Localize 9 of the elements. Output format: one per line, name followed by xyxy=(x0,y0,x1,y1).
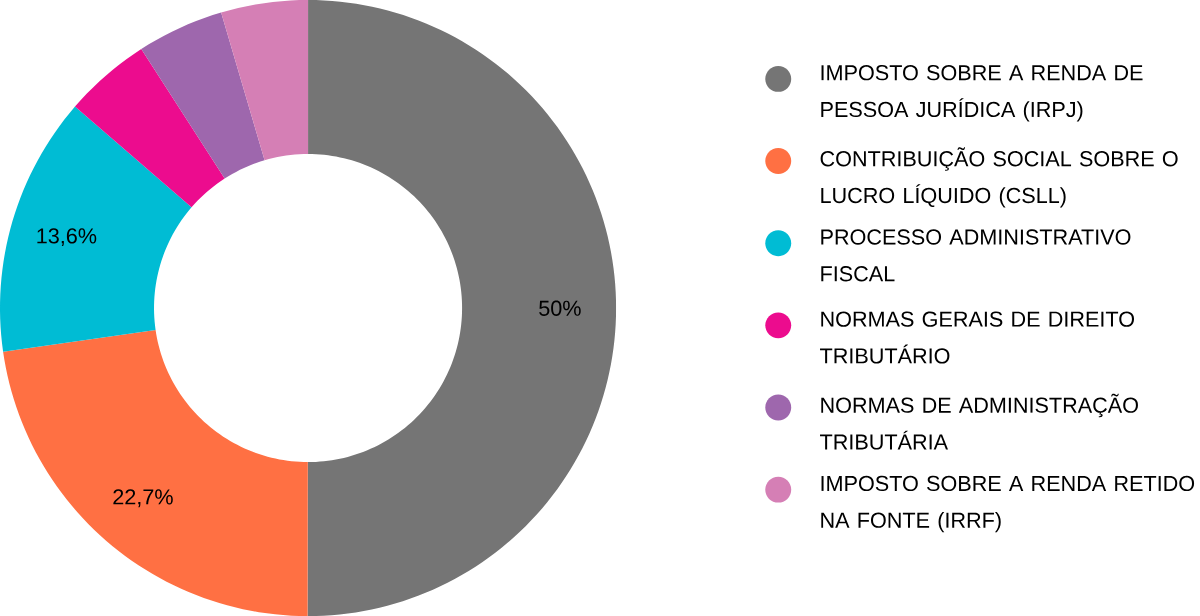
legend-label: PROCESSO ADMINISTRATIVO FISCAL xyxy=(821,229,1131,282)
legend-label: NORMAS GERAIS DE DIREITO TRIBUTÁRIO xyxy=(820,311,1135,364)
legend-label: CONTRIBUIÇÃO SOCIAL SOBRE O LUCRO LÍQUIDO (CSLL) xyxy=(820,147,1178,208)
legend-label: NORMAS DE ADMINISTRAÇÃO TRIBUTÁRIA xyxy=(820,393,1138,450)
data-label: 50% xyxy=(539,300,581,316)
legend-label: IMPOSTO SOBRE A RENDA RETIDO NA FONTE (IRRF) xyxy=(821,475,1195,533)
data-label: 22,7% xyxy=(113,489,173,508)
data-label: 13,6% xyxy=(37,228,97,247)
legend-label: IMPOSTO SOBRE A RENDA DE PESSOA JURÍDICA (IRPJ) xyxy=(821,65,1143,122)
